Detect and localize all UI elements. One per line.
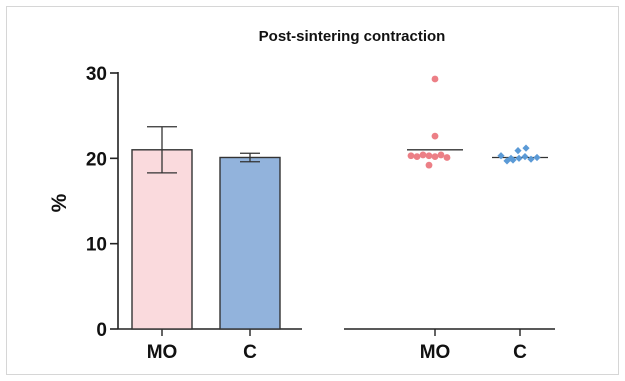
- point-c: [507, 154, 515, 162]
- y-tick-label: 30: [86, 64, 107, 85]
- point-mo: [443, 154, 451, 161]
- point-c: [514, 147, 522, 155]
- y-tick-label: 0: [96, 320, 107, 341]
- point-mo: [407, 152, 415, 160]
- point-mo: [431, 132, 439, 140]
- point-c: [509, 156, 517, 164]
- category-labels: MO C MO C: [147, 342, 527, 363]
- point-c: [521, 153, 529, 161]
- x-category-label: C: [243, 342, 257, 363]
- y-tick-label: 20: [86, 149, 107, 170]
- point-mo: [431, 75, 439, 83]
- point-mo: [425, 152, 433, 160]
- point-c: [515, 154, 523, 162]
- point-mo: [413, 153, 421, 161]
- point-mo: [437, 151, 445, 159]
- bar-series: [131, 126, 281, 330]
- x-category-label: MO: [420, 342, 451, 363]
- scatter-series: [407, 75, 548, 169]
- chart-frame: Post-sintering contraction % 0 10 20 30 MO C…: [6, 6, 619, 375]
- point-c: [527, 155, 535, 163]
- point-mo: [425, 161, 433, 169]
- point-c: [522, 144, 530, 152]
- chart-title: Post-sintering contraction: [259, 28, 446, 45]
- x-category-label: C: [513, 342, 527, 363]
- x-category-label: MO: [147, 342, 178, 363]
- bar-c: [219, 156, 281, 330]
- point-mo: [419, 151, 427, 159]
- point-c: [533, 153, 541, 162]
- y-tick-label: 10: [86, 235, 107, 256]
- y-axis-label: %: [48, 193, 71, 212]
- point-mo: [431, 153, 439, 161]
- chart-svg: Post-sintering contraction % 0 10 20 30 MO C…: [48, 28, 555, 363]
- point-c: [497, 152, 505, 160]
- bar-mo: [131, 149, 193, 330]
